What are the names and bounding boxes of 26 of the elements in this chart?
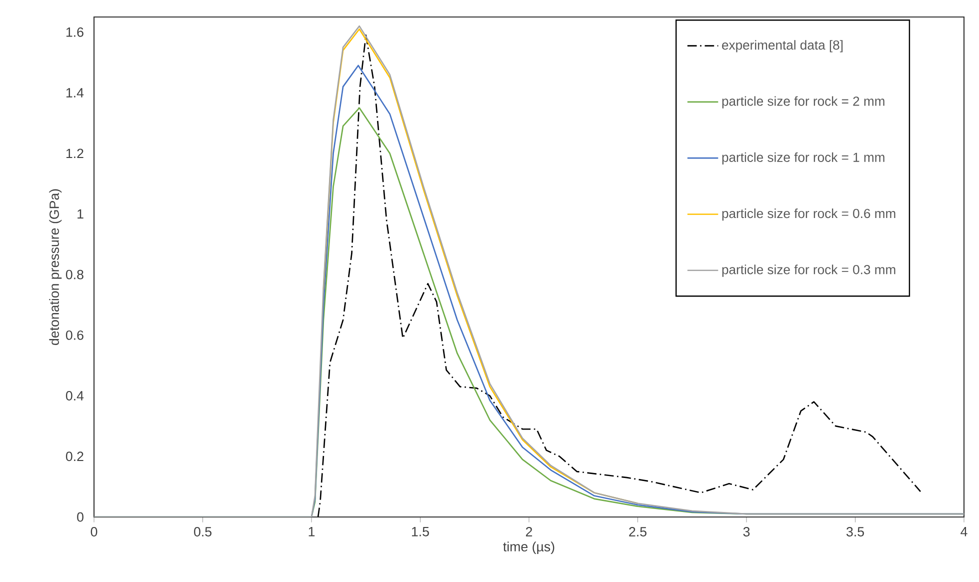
y-tick-label: 0 (77, 512, 84, 522)
x-tick-label: 0.5 (194, 527, 212, 536)
legend-label: particle size for rock = 1 mm (722, 152, 884, 165)
x-tick-label: 1 (308, 527, 315, 536)
x-tick-label: 0 (90, 527, 98, 536)
y-tick-label: 1.4 (66, 88, 84, 98)
x-tick-label: 3 (743, 527, 750, 536)
x-tick-label: 4 (960, 527, 968, 536)
legend-label: particle size for rock = 0.3 mm (722, 264, 896, 277)
y-axis-title: detonation pressure (GPa) (49, 189, 62, 345)
y-tick-label: 0.6 (66, 330, 84, 340)
x-tick-label: 2.5 (629, 527, 646, 536)
y-tick-label: 1.6 (66, 27, 84, 37)
x-tick-label: 2 (526, 527, 532, 536)
y-tick-label: 1.2 (66, 148, 84, 158)
y-tick-label: 0.4 (66, 391, 84, 400)
x-tick-label: 1.5 (412, 527, 429, 536)
y-tick-label: 0.2 (66, 452, 84, 462)
line-series (317, 34, 922, 517)
legend-label: experimental data [8] (722, 40, 843, 52)
x-axis-title: time (µs) (503, 542, 554, 554)
y-tick-label: 0.8 (66, 270, 84, 280)
y-tick-label: 1 (78, 209, 84, 219)
legend-label: particle size for rock = 0.6 mm (722, 208, 896, 221)
legend-label: particle size for rock = 2 mm (722, 96, 884, 108)
x-tick-label: 3.5 (846, 527, 864, 536)
